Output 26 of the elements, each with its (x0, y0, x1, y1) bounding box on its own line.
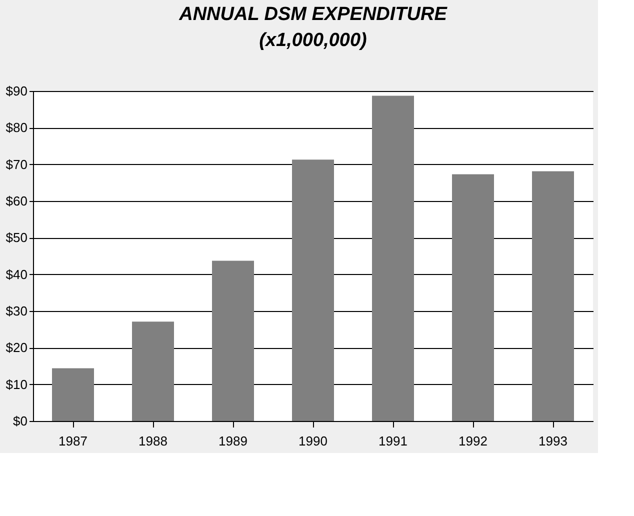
x-tick-label: 1989 (218, 434, 248, 448)
text: ANNUAL DSM EXPENDITURE (179, 4, 447, 25)
y-tick-label: $50 (6, 230, 28, 246)
x-tick-label: 1991 (378, 434, 408, 448)
x-tick-label: 1987 (58, 434, 88, 448)
y-tick-label: $10 (6, 376, 28, 392)
y-tick-label: $40 (6, 266, 28, 282)
y-tick-label: $30 (6, 304, 28, 318)
x-tick-label: 1988 (138, 434, 168, 448)
x-tick-label: 1992 (458, 434, 488, 448)
y-tick-label: $70 (6, 156, 28, 172)
text: (x1,000,000) (259, 30, 367, 51)
y-tick-label: $0 (13, 414, 28, 428)
bar (52, 368, 94, 421)
bar (452, 174, 494, 421)
x-tick-label: 1990 (298, 434, 328, 448)
bar (132, 322, 174, 421)
bar (212, 260, 254, 421)
x-tick-label: 1993 (538, 434, 568, 448)
bar (292, 160, 334, 421)
bar (372, 96, 414, 421)
y-tick-label: $20 (6, 340, 28, 356)
y-tick-label: $90 (6, 84, 28, 98)
y-tick-label: $60 (6, 194, 28, 208)
bar (532, 171, 574, 421)
y-tick-label: $80 (6, 120, 28, 136)
